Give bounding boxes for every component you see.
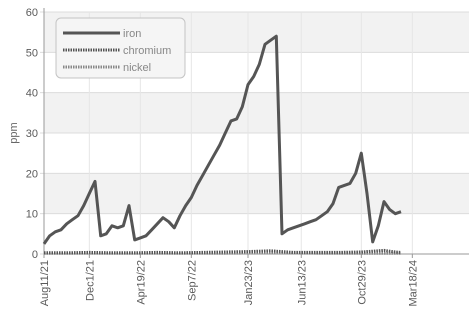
legend-label-nickel: nickel — [123, 62, 151, 74]
series-line-chromium — [44, 248, 402, 255]
x-tick-label: Jan23/23 — [243, 260, 255, 305]
y-tick-label: 20 — [26, 168, 38, 180]
y-axis-label: ppm — [8, 122, 20, 143]
x-tick-label: Apr19/22 — [135, 260, 147, 305]
series-lines — [42, 34, 402, 255]
grid-band — [44, 92, 469, 133]
y-tick-label: 60 — [26, 7, 38, 19]
x-tick-labels: Aug11/21 Dec1/21 Apr19/22 Sep7/22 Jan23/23 Ju… — [39, 260, 419, 306]
y-tick-label: 50 — [26, 47, 38, 59]
x-tick-label: Oct29/23 — [356, 260, 368, 305]
legend-label-iron: iron — [123, 28, 141, 40]
grid-lines — [40, 11, 469, 255]
x-tick-label: Dec1/21 — [84, 260, 96, 301]
legend: iron chromium nickel — [55, 17, 186, 79]
x-tick-label: Aug11/21 — [39, 260, 51, 306]
legend-label-chromium: chromium — [123, 45, 171, 57]
y-tick-label: 10 — [26, 209, 38, 221]
x-tick-label: Sep7/22 — [186, 260, 198, 301]
grid-band — [44, 173, 469, 214]
x-tick-label: Mar18/24 — [407, 260, 419, 306]
y-tick-label: 30 — [26, 128, 38, 140]
y-tick-label: 0 — [32, 249, 38, 261]
series-line-iron — [42, 34, 402, 245]
y-tick-labels: 0 10 20 30 40 50 60 — [26, 7, 38, 261]
x-tick-label: Jun13/23 — [296, 260, 308, 305]
y-tick-label: 40 — [26, 88, 38, 100]
